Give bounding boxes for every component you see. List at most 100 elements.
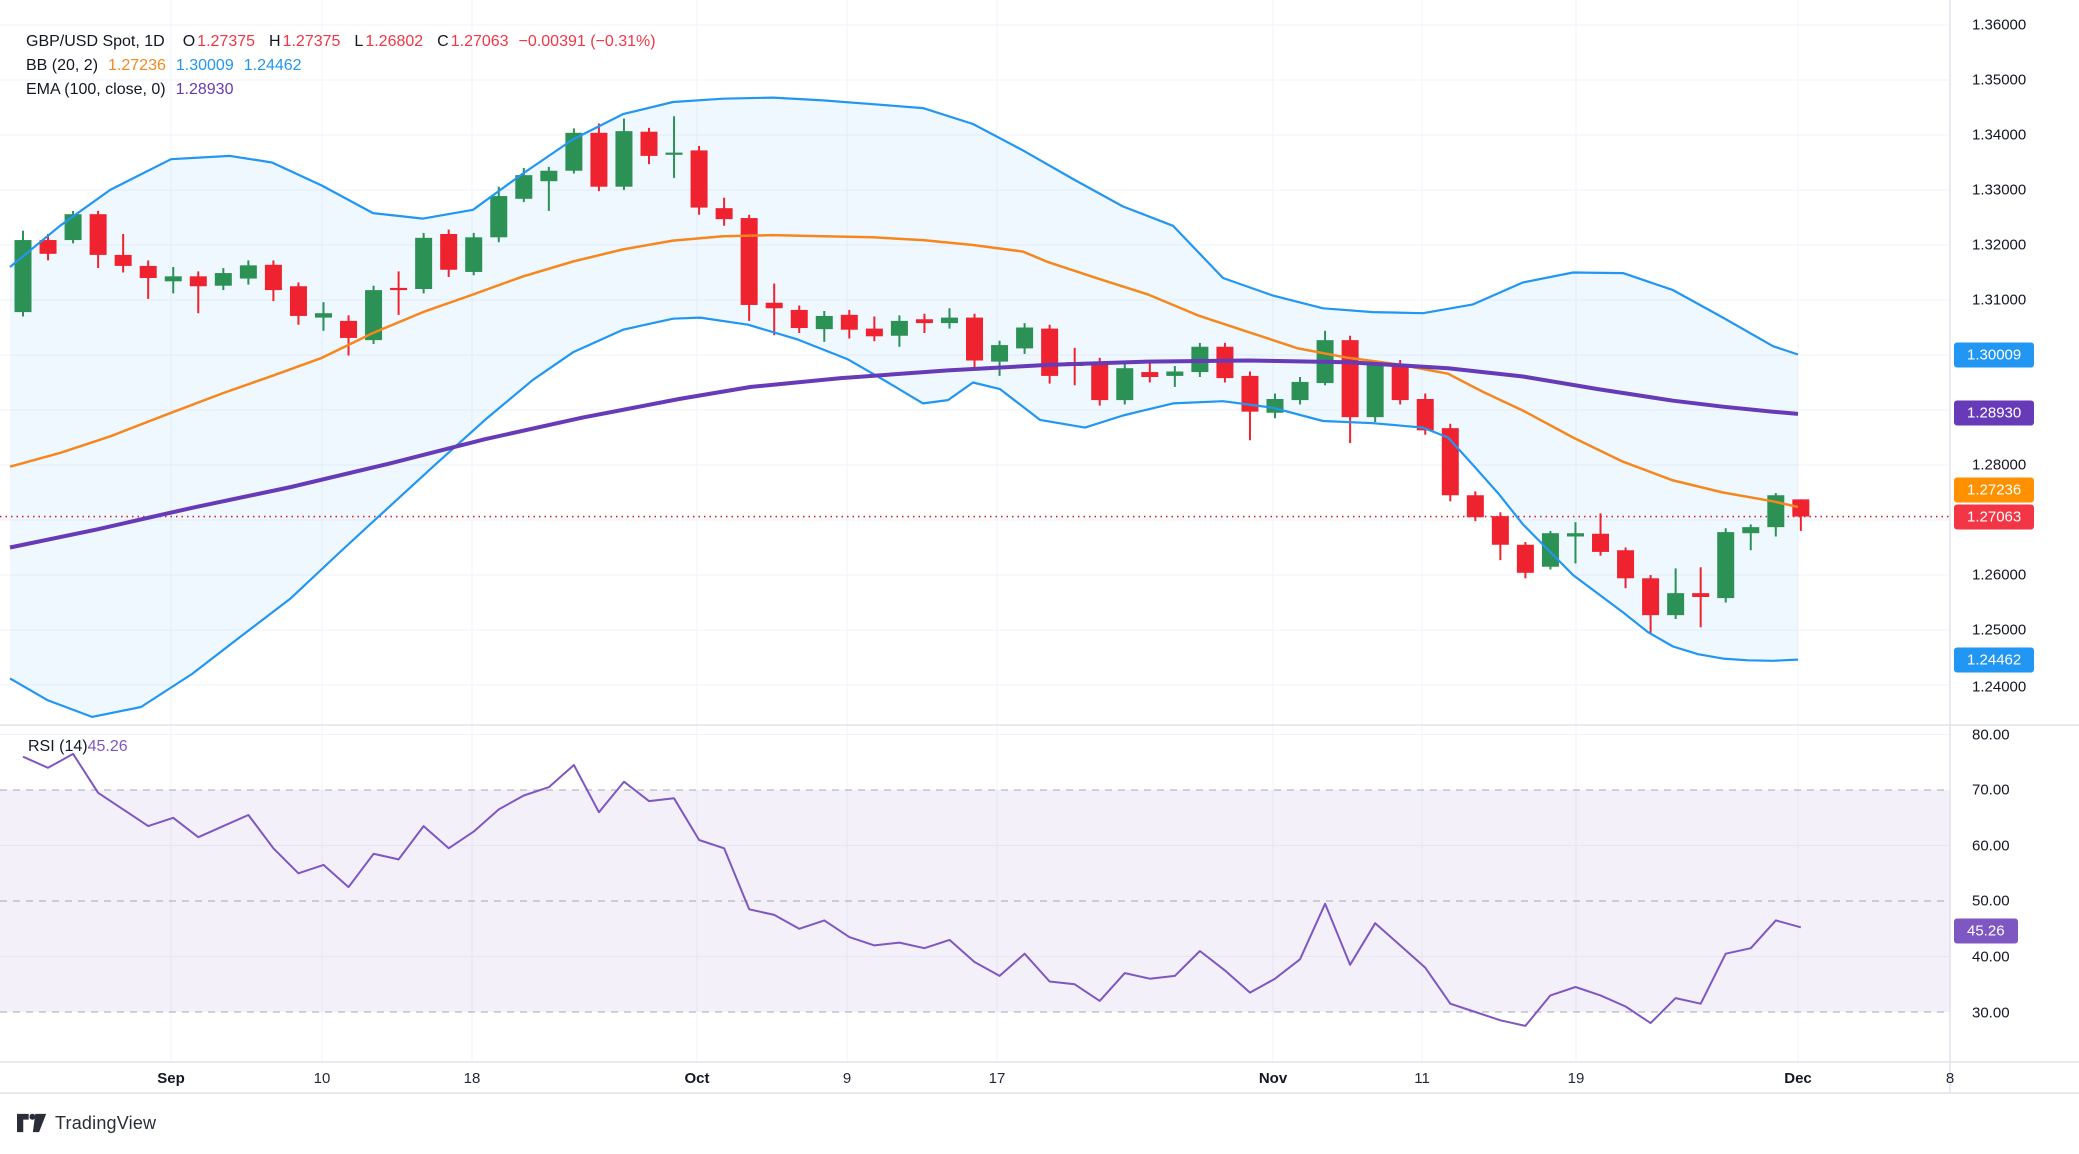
candle [790, 305, 808, 333]
price-axis-label: 1.32000 [1972, 236, 2027, 254]
candle [1541, 531, 1559, 570]
candle-body [715, 208, 733, 220]
symbol-title[interactable]: GBP/USD Spot, 1D [26, 33, 165, 50]
candle [1667, 568, 1685, 619]
candle-body [815, 315, 833, 330]
candle-body [1341, 340, 1359, 418]
candle-body [1466, 495, 1484, 518]
candle-body [314, 313, 332, 318]
candle-body [1116, 368, 1134, 401]
candle-body [765, 302, 783, 309]
candle [1592, 513, 1610, 556]
open-value: 1.27375 [197, 33, 256, 50]
rsi-label[interactable]: RSI (14) [28, 738, 88, 755]
candle [390, 271, 408, 315]
candle-body [1491, 516, 1509, 545]
candle [1717, 528, 1735, 603]
high-label: H [269, 33, 281, 50]
price-axis-label: 1.36000 [1972, 16, 2027, 34]
ema-line [9, 358, 1799, 550]
candle [1366, 360, 1384, 423]
candle-body [214, 273, 232, 286]
candle [540, 166, 558, 211]
candle [915, 313, 933, 333]
candle [440, 229, 458, 277]
candle [465, 232, 483, 276]
open-label: O [182, 33, 196, 50]
candle [1241, 371, 1259, 441]
tradingview-logo-icon[interactable] [17, 1112, 47, 1134]
candle-body [590, 132, 608, 187]
candle [740, 214, 758, 321]
time-axis-label: 18 [463, 1070, 481, 1087]
candle-body [465, 237, 483, 272]
candle-body [1692, 593, 1710, 597]
footer: TradingView [17, 1112, 156, 1134]
candle [815, 311, 833, 342]
candle [289, 282, 307, 325]
candle-body [665, 152, 683, 155]
candle-body [415, 237, 433, 289]
ema-label[interactable]: EMA (100, close, 0) [26, 81, 166, 98]
candle [264, 260, 282, 302]
candle [1291, 377, 1309, 405]
candle [840, 309, 858, 339]
candle-body [1642, 578, 1660, 616]
candle [865, 316, 883, 342]
candle-body [890, 320, 908, 336]
legend-main: GBP/USD Spot, 1D O 1.27375 H 1.27375 L 1.26802… [26, 30, 656, 102]
legend-bb-row[interactable]: BB (20, 2) 1.27236 1.30009 1.24462 [26, 54, 656, 78]
candle-body [289, 286, 307, 316]
candle [1466, 491, 1484, 522]
candle-body [1742, 527, 1760, 534]
candle [991, 340, 1009, 376]
candle-body [39, 240, 57, 254]
price-axis-label: 1.34000 [1972, 126, 2027, 144]
tradingview-brand[interactable]: TradingView [55, 1112, 157, 1133]
low-value: 1.26802 [365, 33, 424, 50]
legend-ema-row[interactable]: EMA (100, close, 0) 1.28930 [26, 78, 656, 102]
candle-body [1241, 375, 1259, 412]
time-axis-label: 17 [988, 1070, 1006, 1087]
candle [1391, 359, 1409, 405]
candle [1742, 524, 1760, 551]
candle-body [139, 265, 157, 278]
rsi-line [22, 752, 1802, 1027]
time-axis-label: Nov [1258, 1070, 1288, 1087]
candle-body [865, 328, 883, 337]
candle-body [1041, 328, 1059, 376]
legend-symbol-row[interactable]: GBP/USD Spot, 1D O 1.27375 H 1.27375 L 1.26802… [26, 30, 656, 54]
candle-body [515, 175, 533, 199]
candle [239, 260, 257, 285]
bb-label[interactable]: BB (20, 2) [26, 57, 99, 74]
candle [940, 308, 958, 329]
price-axis-label: 40.00 [1972, 948, 2010, 966]
price-axis-label: 1.31000 [1972, 291, 2027, 309]
candle-body [490, 196, 508, 238]
candle [14, 230, 32, 317]
candle-body [790, 309, 808, 329]
candle [1692, 567, 1710, 628]
candle [164, 267, 182, 294]
candle [765, 283, 783, 336]
candle-body [264, 264, 282, 291]
price-axis-label: 1.25000 [1972, 621, 2027, 639]
candle-body [1516, 544, 1534, 573]
time-axis-label: 11 [1414, 1070, 1430, 1087]
candle-body [915, 319, 933, 324]
candle-body [1091, 363, 1109, 401]
price-axis-label: 1.26000 [1972, 566, 2027, 584]
candle [214, 268, 232, 291]
change-value: −0.00391 (−0.31%) [518, 33, 656, 50]
candle-body [1391, 364, 1409, 401]
candle [590, 123, 608, 192]
time-axis-label: 10 [313, 1070, 331, 1087]
price-axis-badge: 1.30009 [1954, 342, 2035, 368]
candle [340, 315, 358, 356]
candle [615, 118, 633, 190]
candle-body [89, 214, 107, 255]
time-axis-label: Dec [1784, 1070, 1812, 1087]
legend-rsi[interactable]: RSI (14)45.26 [28, 736, 128, 758]
candle [690, 146, 708, 215]
